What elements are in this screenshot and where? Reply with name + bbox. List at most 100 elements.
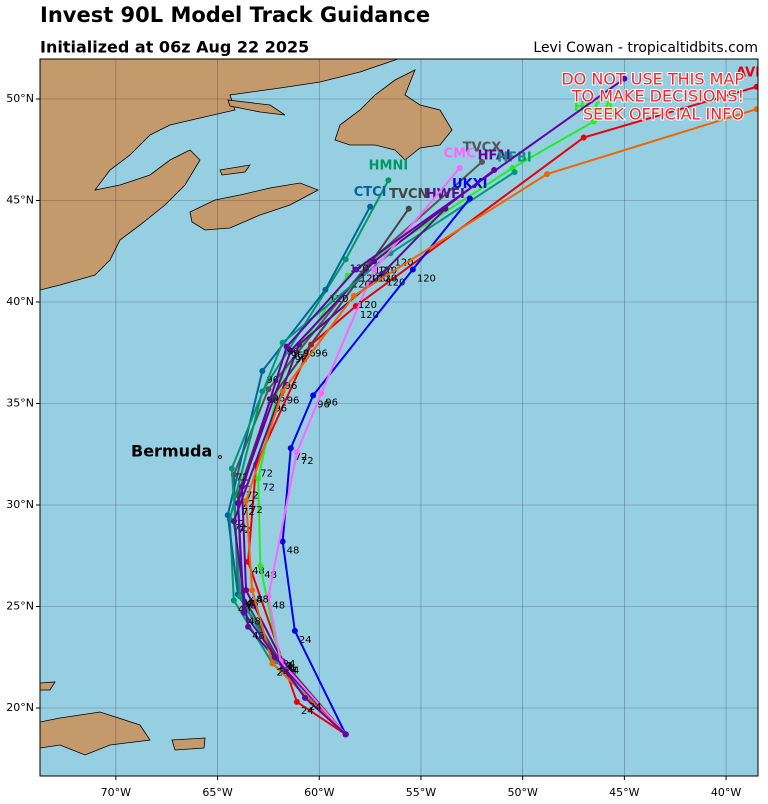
track-line [245, 108, 757, 736]
frame [39, 58, 759, 777]
track-point [259, 368, 266, 375]
land [40, 59, 453, 756]
x-tick-label: 65°W [202, 786, 232, 799]
track-point [234, 499, 241, 506]
warning: DO NOT USE THIS MAP TO MAKE DECISIONS! S… [560, 69, 745, 125]
track-point [293, 698, 300, 705]
track-point [342, 256, 349, 263]
hour-label: 24 [309, 702, 322, 713]
track-point [405, 205, 412, 212]
model-label: HFAI [478, 149, 511, 164]
y-tick-label: 25°N [6, 599, 34, 612]
hour-label: 24 [283, 659, 296, 670]
track-point [287, 347, 294, 354]
hour-label: 120 [352, 280, 371, 291]
y-tick-label: 40°N [6, 295, 34, 308]
track-point [230, 597, 237, 604]
y-tick-label: 35°N [6, 396, 34, 409]
hour-label: 72 [295, 452, 308, 463]
hour-label: 120 [378, 265, 397, 276]
model-label: CTCI [354, 185, 387, 200]
hour-label: 96 [325, 397, 338, 408]
hour-label: 72 [301, 456, 314, 467]
hour-label: 96 [317, 399, 330, 410]
model-label: TVCN [389, 187, 428, 202]
hour-label: 48 [244, 600, 257, 611]
hour-label: 24 [299, 635, 312, 646]
x-tick-label: 50°W [507, 786, 537, 799]
hour-label: 96 [287, 395, 300, 406]
track-point [302, 694, 309, 701]
hour-label: 24 [301, 706, 314, 717]
track-point [245, 623, 252, 630]
hour-label: 120 [378, 274, 397, 285]
hour-label: 96 [266, 375, 279, 386]
track-point [544, 171, 551, 178]
warning-line: TO MAKE DECISIONS! [571, 87, 744, 106]
track-point [255, 475, 262, 482]
x-tick-label: 70°W [101, 786, 131, 799]
title: Invest 90L Model Track Guidance [40, 3, 430, 27]
hour-label: 48 [250, 594, 263, 605]
track-point [367, 203, 374, 210]
y-tick-label: 20°N [6, 701, 34, 714]
x-tick-label: 45°W [609, 786, 639, 799]
y-tick-label: 45°N [6, 193, 34, 206]
hour-label: 120 [358, 300, 377, 311]
track-point [265, 386, 272, 393]
hour-label: 120 [394, 257, 413, 268]
track-point [295, 341, 302, 348]
track-point [466, 195, 473, 202]
hour-label: 48 [242, 598, 255, 609]
track-point [279, 388, 286, 395]
track-point [753, 106, 758, 113]
warning-line: DO NOT USE THIS MAP [561, 70, 744, 89]
track-point [243, 497, 250, 504]
track-point [265, 593, 272, 600]
model-label: TVCX [463, 140, 502, 155]
hour-label: 72 [250, 505, 263, 516]
track-point [478, 158, 485, 165]
y-tick-label: 30°N [6, 498, 34, 511]
hour-label: 120 [386, 278, 405, 289]
hour-label: 72 [262, 483, 275, 494]
hour-label: 96 [315, 349, 328, 360]
model-label: HFBI [497, 151, 532, 166]
hour-label: 96 [287, 347, 300, 358]
credit: Levi Cowan - tropicaltidbits.com [533, 40, 758, 56]
x-tick-label: 55°W [406, 786, 436, 799]
grid: 70°W 65°W 60°W 55°W 50°W 45°W 40°W 20°N 25°N 30°N… [6, 59, 758, 799]
track-point [409, 266, 416, 273]
track-point [310, 392, 317, 399]
hour-label: 48 [252, 566, 265, 577]
y-tick-label: 50°N [6, 92, 34, 105]
hour-label: 24 [287, 665, 300, 676]
hour-label: 96 [274, 403, 287, 414]
track-point [269, 660, 276, 667]
hour-label: 72 [246, 491, 259, 502]
hour-label: 72 [242, 499, 255, 510]
track-point [580, 134, 587, 141]
track-point [241, 609, 248, 616]
track-point [590, 118, 597, 125]
track-point [511, 169, 518, 176]
track-point [291, 627, 298, 634]
track-point [230, 518, 237, 525]
track-point [322, 286, 329, 293]
x-tick-label: 40°W [711, 786, 741, 799]
track-point [279, 538, 286, 545]
hour-label: 96 [295, 355, 308, 366]
track-point [379, 270, 386, 277]
hour-label: 24 [285, 665, 298, 676]
model-label: HMNI [369, 159, 409, 174]
track-point [753, 83, 758, 90]
x-tick-label: 60°W [304, 786, 334, 799]
hour-label: 48 [248, 617, 261, 628]
model-label: HCCA [574, 100, 614, 115]
track-point [224, 512, 231, 519]
track-point [287, 445, 294, 452]
hour-label: 72 [236, 472, 249, 483]
place-label: Bermuda [131, 442, 212, 461]
hour-label: 72 [238, 525, 251, 536]
